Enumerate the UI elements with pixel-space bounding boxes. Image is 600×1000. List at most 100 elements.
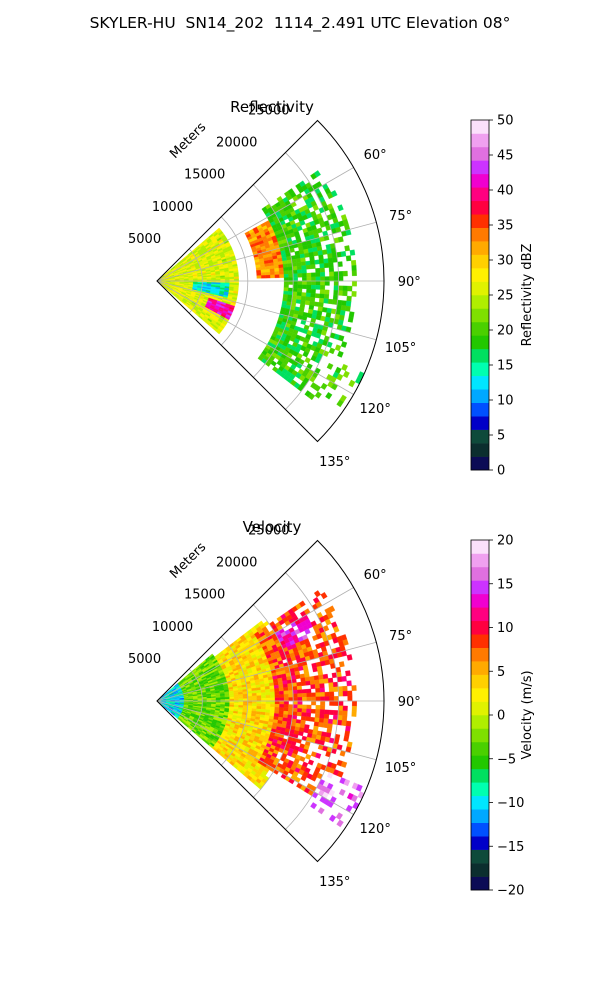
figure-title: SKYLER-HU SN14_202 1114_2.491 UTC Elevat… <box>89 14 511 32</box>
data-cell <box>242 696 248 699</box>
data-cell <box>345 305 351 312</box>
data-cell <box>320 705 326 710</box>
colorbar-swatch <box>471 308 489 323</box>
azimuth-spoke <box>156 167 354 282</box>
colorbar-swatch <box>471 120 489 134</box>
data-cell <box>279 690 285 695</box>
data-cell <box>288 280 294 285</box>
colorbar-swatch <box>471 634 489 648</box>
data-cell <box>247 703 253 707</box>
data-cell <box>327 253 333 259</box>
data-cell <box>315 285 321 290</box>
data-cell <box>345 804 353 813</box>
data-cell <box>336 399 344 408</box>
data-cell <box>321 307 328 313</box>
data-cell <box>314 293 321 299</box>
data-cell <box>337 290 344 296</box>
colorbar-swatch <box>471 214 489 228</box>
data-cell <box>215 277 221 280</box>
radar-panel-1: Reflectivity 5000 10000 15000 20000 25000 Mete… <box>128 98 535 479</box>
colorbar-label: Reflectivity dBZ <box>520 244 535 347</box>
data-cell <box>344 245 350 252</box>
data-cell <box>323 678 329 684</box>
data-cell <box>350 259 357 266</box>
data-cell <box>288 273 294 278</box>
data-cell <box>324 276 330 282</box>
colorbar-swatch <box>471 456 489 471</box>
data-cell <box>324 280 330 286</box>
data-cell <box>274 697 280 702</box>
data-cell <box>242 693 248 697</box>
data-cell <box>320 382 328 391</box>
colorbar-swatch <box>471 809 489 823</box>
data-cell <box>301 704 307 709</box>
data-cell <box>292 287 298 293</box>
colorbar-swatch <box>471 849 489 864</box>
data-cell <box>278 687 284 692</box>
data-cell <box>274 274 280 279</box>
data-cell <box>306 288 312 294</box>
data-cell <box>338 705 344 711</box>
data-cell <box>260 269 266 273</box>
data-cell <box>310 692 317 698</box>
data-cell <box>270 700 276 705</box>
azimuth-spoke <box>156 587 354 702</box>
data-cell <box>292 711 298 716</box>
data-cell <box>310 775 318 782</box>
colorbar-swatch <box>471 200 489 215</box>
data-cell <box>311 280 317 286</box>
data-cell <box>283 710 289 715</box>
data-cell <box>298 600 306 608</box>
data-cell <box>328 347 336 355</box>
data-cell <box>304 628 311 635</box>
colorbar-swatch <box>471 241 489 255</box>
colorbar-swatch <box>471 553 489 568</box>
data-cell <box>327 257 334 264</box>
colorbar-tick-label: 40 <box>497 184 514 199</box>
colorbar-swatch <box>471 281 489 296</box>
data-cell <box>337 204 344 212</box>
data-cell <box>297 689 303 694</box>
azimuth-spoke <box>156 700 377 761</box>
data-cell <box>318 717 325 724</box>
data-cell <box>351 270 357 277</box>
colorbar-tick-label: −10 <box>497 796 524 811</box>
data-cell <box>337 686 344 692</box>
data-cell <box>288 270 294 275</box>
data-cell <box>327 723 333 729</box>
colorbar-swatch <box>471 416 489 430</box>
data-cell <box>340 341 348 348</box>
data-cell <box>295 299 302 304</box>
data-cell <box>295 674 301 680</box>
data-cell <box>327 677 334 684</box>
data-cell <box>310 292 316 298</box>
data-cell <box>309 680 316 686</box>
data-cell <box>292 269 298 275</box>
data-cell <box>269 688 275 693</box>
data-cell <box>274 700 280 705</box>
colorbar-tick-label: 20 <box>497 324 514 339</box>
azimuth-tick-label: 105° <box>385 341 416 356</box>
data-cell <box>260 706 266 710</box>
colorbar-tick-label: −15 <box>497 840 524 855</box>
data-cell <box>279 694 285 698</box>
data-cell <box>340 250 347 257</box>
data-cell <box>305 712 312 718</box>
colorbar-tick-label: 25 <box>497 289 514 304</box>
data-cell <box>318 722 324 728</box>
data-cell <box>347 690 353 697</box>
data-cell <box>297 697 303 702</box>
data-cell <box>261 697 267 702</box>
azimuth-spoke <box>156 280 354 395</box>
data-cell <box>307 759 315 766</box>
data-cell <box>273 684 280 689</box>
data-cell <box>351 711 357 717</box>
data-cell <box>310 708 316 714</box>
data-cell <box>288 697 294 702</box>
data-cell <box>233 274 239 278</box>
data-cell <box>317 807 325 815</box>
data-cell <box>345 300 352 307</box>
data-cell <box>256 692 262 696</box>
data-cell <box>345 255 352 262</box>
data-cell <box>332 294 339 301</box>
